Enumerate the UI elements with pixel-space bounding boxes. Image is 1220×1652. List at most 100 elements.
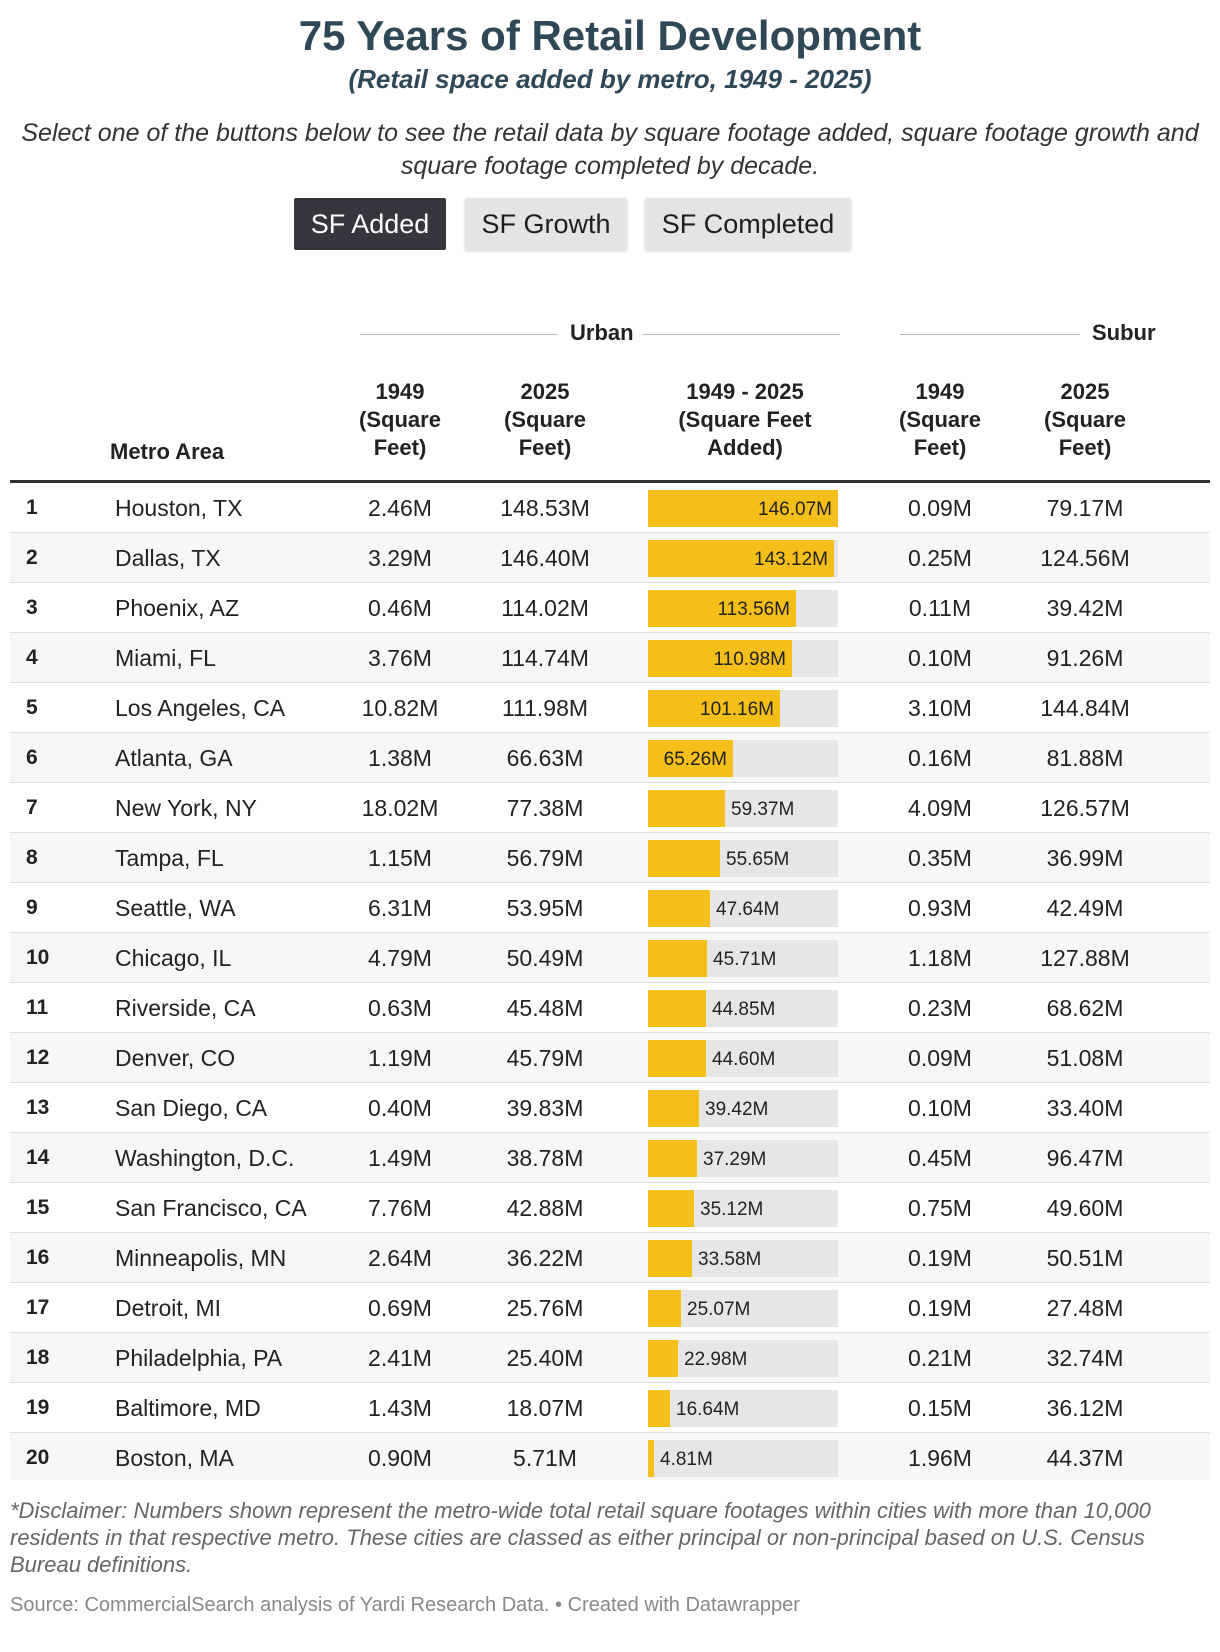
added-bar-label: 16.64M: [676, 1399, 740, 1420]
added-bar-track: 4.81M: [648, 1440, 838, 1477]
added-bar-track: 65.26M: [648, 740, 838, 777]
added-bar: [648, 1240, 692, 1277]
table-row: 4 Miami, FL 3.76M 114.74M 0.10M 91.26M 110.98M: [10, 633, 1210, 683]
view-toggle-group: SF Added SF Growth SF Completed: [0, 198, 1220, 250]
metro-cell: Dallas, TX: [115, 545, 221, 571]
urban-2025-cell: 50.49M: [506, 945, 584, 971]
urban-2025-cell: 77.38M: [506, 795, 584, 821]
rank-cell: 3: [26, 596, 38, 619]
added-bar: [648, 840, 720, 877]
added-bar-label: 22.98M: [684, 1349, 748, 1370]
table-row: 7 New York, NY 18.02M 77.38M 4.09M 126.57M 59.…: [10, 783, 1210, 833]
added-bar-label: 25.07M: [687, 1299, 751, 1320]
suburban-1949-cell: 0.45M: [908, 1145, 972, 1171]
suburban-1949-cell: 0.09M: [908, 1045, 972, 1071]
metro-cell: Tampa, FL: [115, 845, 224, 871]
rank-cell: 4: [26, 646, 38, 669]
added-bar-track: 59.37M: [648, 790, 838, 827]
urban-1949-cell: 4.79M: [368, 945, 432, 971]
metro-cell: Miami, FL: [115, 645, 216, 671]
added-bar-track: 110.98M: [648, 640, 838, 677]
added-bar: [648, 1390, 670, 1427]
added-bar-track: 101.16M: [648, 690, 838, 727]
added-bar-label: 4.81M: [660, 1449, 713, 1470]
table-row: 12 Denver, CO 1.19M 45.79M 0.09M 51.08M 44.60M: [10, 1033, 1210, 1083]
sf-completed-button[interactable]: SF Completed: [645, 198, 851, 250]
added-bar-label: 65.26M: [663, 749, 727, 770]
metro-cell: Philadelphia, PA: [115, 1345, 283, 1371]
col-header-metro: Metro Area: [110, 439, 225, 464]
chart-title: 75 Years of Retail Development: [298, 12, 922, 59]
suburban-1949-cell: 1.96M: [908, 1445, 972, 1471]
urban-1949-cell: 3.29M: [368, 545, 432, 571]
metro-cell: Washington, D.C.: [115, 1145, 295, 1171]
table-row: 9 Seattle, WA 6.31M 53.95M 0.93M 42.49M 47.64M: [10, 883, 1210, 933]
suburban-1949-cell: 0.35M: [908, 845, 972, 871]
urban-2025-cell: 45.48M: [506, 995, 584, 1021]
suburban-1949-cell: 0.93M: [908, 895, 972, 921]
added-bar-track: 55.65M: [648, 840, 838, 877]
added-bar: [648, 590, 796, 627]
disclaimer-note: *Disclaimer: Numbers shown represent the…: [10, 1498, 1151, 1577]
urban-1949-cell: 1.19M: [368, 1045, 432, 1071]
added-bar-track: 113.56M: [648, 590, 838, 627]
added-bar: [648, 1090, 699, 1127]
rank-cell: 13: [26, 1096, 50, 1119]
table-row: 17 Detroit, MI 0.69M 25.76M 0.19M 27.48M 25.07…: [10, 1283, 1210, 1333]
added-bar-label: 35.12M: [700, 1199, 764, 1220]
suburban-2025-cell: 49.60M: [1046, 1195, 1124, 1221]
urban-2025-cell: 5.71M: [513, 1445, 577, 1471]
suburban-1949-cell: 1.18M: [908, 945, 972, 971]
table-row: 16 Minneapolis, MN 2.64M 36.22M 0.19M 50.51M 3…: [10, 1233, 1210, 1283]
table-row: 10 Chicago, IL 4.79M 50.49M 1.18M 127.88M 45.7…: [10, 933, 1210, 983]
table-row: 5 Los Angeles, CA 10.82M 111.98M 3.10M 144.84…: [10, 683, 1210, 733]
table-row: 20 Boston, MA 0.90M 5.71M 1.96M 44.37M 4.81M: [10, 1433, 1210, 1480]
sf-added-button[interactable]: SF Added: [294, 198, 446, 250]
urban-2025-cell: 56.79M: [506, 845, 584, 871]
rank-cell: 20: [26, 1446, 50, 1469]
metro-cell: San Diego, CA: [115, 1095, 268, 1121]
added-bar: [648, 1190, 694, 1227]
urban-1949-cell: 7.76M: [368, 1195, 432, 1221]
suburban-1949-cell: 0.10M: [908, 645, 972, 671]
urban-2025-cell: 146.40M: [500, 545, 590, 571]
metro-cell: Seattle, WA: [115, 895, 236, 921]
urban-1949-cell: 0.63M: [368, 995, 432, 1021]
suburban-2025-cell: 39.42M: [1046, 595, 1124, 621]
suburban-2025-cell: 27.48M: [1046, 1295, 1124, 1321]
urban-1949-cell: 0.40M: [368, 1095, 432, 1121]
added-bar: [648, 990, 706, 1027]
metro-cell: New York, NY: [115, 795, 257, 821]
urban-1949-cell: 18.02M: [361, 795, 439, 821]
urban-2025-cell: 38.78M: [506, 1145, 584, 1171]
suburban-2025-cell: 127.88M: [1040, 945, 1130, 971]
metro-cell: Phoenix, AZ: [115, 595, 240, 621]
suburban-2025-cell: 51.08M: [1046, 1045, 1124, 1071]
added-bar: [648, 490, 838, 527]
added-bar: [648, 940, 707, 977]
table-row: 6 Atlanta, GA 1.38M 66.63M 0.16M 81.88M 65.26M: [10, 733, 1210, 783]
added-bar-label: 143.12M: [754, 549, 828, 570]
suburban-1949-cell: 0.16M: [908, 745, 972, 771]
added-bar-track: 35.12M: [648, 1190, 838, 1227]
urban-2025-cell: 53.95M: [506, 895, 584, 921]
added-bar: [648, 640, 792, 677]
added-bar: [648, 540, 834, 577]
suburban-2025-cell: 81.88M: [1046, 745, 1124, 771]
suburban-1949-cell: 0.11M: [908, 595, 972, 621]
added-bar-label: 110.98M: [713, 649, 786, 670]
urban-2025-cell: 36.22M: [506, 1245, 584, 1271]
rank-cell: 5: [26, 696, 38, 719]
sf-growth-button[interactable]: SF Growth: [465, 198, 627, 250]
added-bar-label: 113.56M: [717, 599, 790, 620]
col-header-urban-2025: 2025 (Square Feet): [504, 379, 586, 460]
rank-cell: 1: [26, 496, 38, 519]
urban-2025-cell: 114.02M: [501, 595, 589, 621]
metro-cell: Riverside, CA: [115, 995, 256, 1021]
suburban-2025-cell: 96.47M: [1046, 1145, 1124, 1171]
rank-cell: 7: [26, 796, 38, 819]
added-bar: [648, 1340, 678, 1377]
source-line: Source: CommercialSearch analysis of Yar…: [10, 1594, 800, 1616]
suburban-1949-cell: 0.75M: [908, 1195, 972, 1221]
suburban-1949-cell: 0.21M: [908, 1345, 972, 1371]
